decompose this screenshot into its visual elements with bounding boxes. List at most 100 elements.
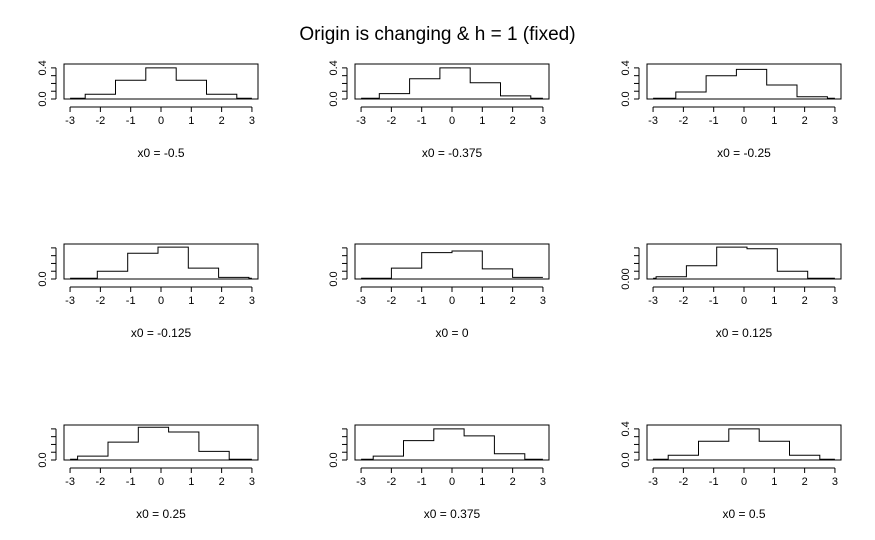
x-tick-label: -1 [126, 295, 136, 307]
plot-frame [646, 63, 842, 100]
density-step-line [653, 246, 835, 279]
y-tick-label: 0.4 [328, 60, 340, 75]
y-tick-label: 0.0 [37, 452, 49, 467]
x-tick-label: -2 [678, 115, 688, 127]
plot-frame [354, 424, 550, 461]
chart-panel-1: -3 -2 -1 0 1 2 3 0.0 0.4 x0 = -0.5 [37, 60, 259, 160]
chart-panel-9: -3 -2 -1 0 1 2 3 0.0 0.4 x0 = 0.5 [620, 421, 842, 521]
x-tick-label: -2 [95, 115, 105, 127]
density-step-line [361, 250, 543, 279]
x-tick-label: 0 [449, 115, 455, 127]
density-step-line [361, 428, 543, 460]
x-tick-label: 0 [158, 295, 164, 307]
x-tick-label: -3 [648, 295, 658, 307]
x-tick-label: 1 [188, 476, 194, 488]
x-tick-label: 1 [188, 115, 194, 127]
x-tick-label: 3 [540, 476, 546, 488]
chart-panel-5: -3 -2 -1 0 1 2 3 0.0 x0 = 0 [328, 243, 550, 340]
plot-frame [354, 63, 550, 100]
x-tick-label: 1 [771, 476, 777, 488]
x-tick-label: 0 [158, 476, 164, 488]
panel-label: x0 = -0.125 [131, 326, 192, 340]
x-tick-label: -2 [386, 295, 396, 307]
x-tick-label: 3 [832, 476, 838, 488]
figure-title: Origin is changing & h = 1 (fixed) [299, 24, 576, 45]
x-tick-label: -1 [709, 115, 719, 127]
y-tick-label: 0.0 [328, 91, 340, 106]
x-tick-label: 3 [249, 476, 255, 488]
x-tick-label: -3 [65, 115, 75, 127]
x-tick-label: 2 [802, 476, 808, 488]
x-tick-label: -3 [356, 476, 366, 488]
y-tick-label: 0.00 [620, 268, 632, 289]
plot-frame [646, 424, 842, 461]
x-tick-label: -1 [126, 476, 136, 488]
x-tick-label: 2 [510, 476, 516, 488]
x-tick-label: -3 [356, 295, 366, 307]
x-tick-label: -2 [386, 115, 396, 127]
x-tick-label: -3 [65, 295, 75, 307]
plot-frame [63, 243, 259, 280]
x-tick-label: -2 [678, 476, 688, 488]
y-tick-label: 0.4 [620, 60, 632, 75]
x-tick-label: 0 [449, 295, 455, 307]
x-tick-label: 2 [510, 295, 516, 307]
x-tick-label: -3 [648, 115, 658, 127]
plot-frame [646, 243, 842, 280]
y-tick-label: 0.4 [37, 60, 49, 75]
x-tick-label: 0 [449, 476, 455, 488]
x-tick-label: 0 [158, 115, 164, 127]
panel-label: x0 = -0.25 [717, 146, 771, 160]
chart-panel-3: -3 -2 -1 0 1 2 3 0.0 0.4 x0 = -0.25 [620, 60, 842, 160]
x-tick-label: 1 [479, 295, 485, 307]
x-tick-label: -3 [65, 476, 75, 488]
panel-label: x0 = 0.125 [716, 326, 773, 340]
density-step-line [70, 246, 252, 279]
chart-panel-6: -3 -2 -1 0 1 2 3 0.00 x0 = 0.125 [620, 243, 842, 340]
x-tick-label: 1 [479, 476, 485, 488]
x-tick-label: 1 [479, 115, 485, 127]
y-tick-label: 0.0 [620, 91, 632, 106]
density-step-line [361, 67, 543, 99]
x-tick-label: -2 [386, 476, 396, 488]
x-tick-label: 3 [249, 295, 255, 307]
x-tick-label: -2 [95, 476, 105, 488]
plot-frame [63, 424, 259, 461]
density-step-line [653, 428, 835, 460]
plot-frame [354, 243, 550, 280]
x-tick-label: 0 [741, 476, 747, 488]
panel-label: x0 = 0.375 [424, 507, 481, 521]
chart-panel-8: -3 -2 -1 0 1 2 3 0.0 x0 = 0.375 [328, 424, 550, 521]
panel-label: x0 = 0.5 [722, 507, 765, 521]
y-tick-label: 0.0 [37, 271, 49, 286]
x-tick-label: -1 [417, 476, 427, 488]
x-tick-label: 1 [771, 295, 777, 307]
x-tick-label: 3 [832, 115, 838, 127]
x-tick-label: 3 [540, 295, 546, 307]
chart-panel-2: -3 -2 -1 0 1 2 3 0.0 0.4 x0 = -0.375 [328, 60, 550, 160]
panel-label: x0 = 0 [435, 326, 468, 340]
y-tick-label: 0.4 [620, 421, 632, 436]
x-tick-label: 1 [771, 115, 777, 127]
y-tick-label: 0.0 [328, 452, 340, 467]
x-tick-label: 1 [188, 295, 194, 307]
density-step-line [70, 426, 252, 460]
x-tick-label: 2 [219, 476, 225, 488]
x-tick-label: -1 [709, 476, 719, 488]
x-tick-label: 3 [249, 115, 255, 127]
panel-label: x0 = 0.25 [136, 507, 186, 521]
x-tick-label: 3 [540, 115, 546, 127]
x-tick-label: 2 [802, 115, 808, 127]
x-tick-label: 0 [741, 115, 747, 127]
panel-label: x0 = -0.375 [422, 146, 483, 160]
x-tick-label: 2 [219, 295, 225, 307]
plot-frame [63, 63, 259, 100]
y-tick-label: 0.0 [37, 91, 49, 106]
y-tick-label: 0.0 [328, 271, 340, 286]
x-tick-label: 0 [741, 295, 747, 307]
x-tick-label: -1 [417, 115, 427, 127]
x-tick-label: -2 [95, 295, 105, 307]
x-tick-label: 2 [510, 115, 516, 127]
x-tick-label: -3 [356, 115, 366, 127]
